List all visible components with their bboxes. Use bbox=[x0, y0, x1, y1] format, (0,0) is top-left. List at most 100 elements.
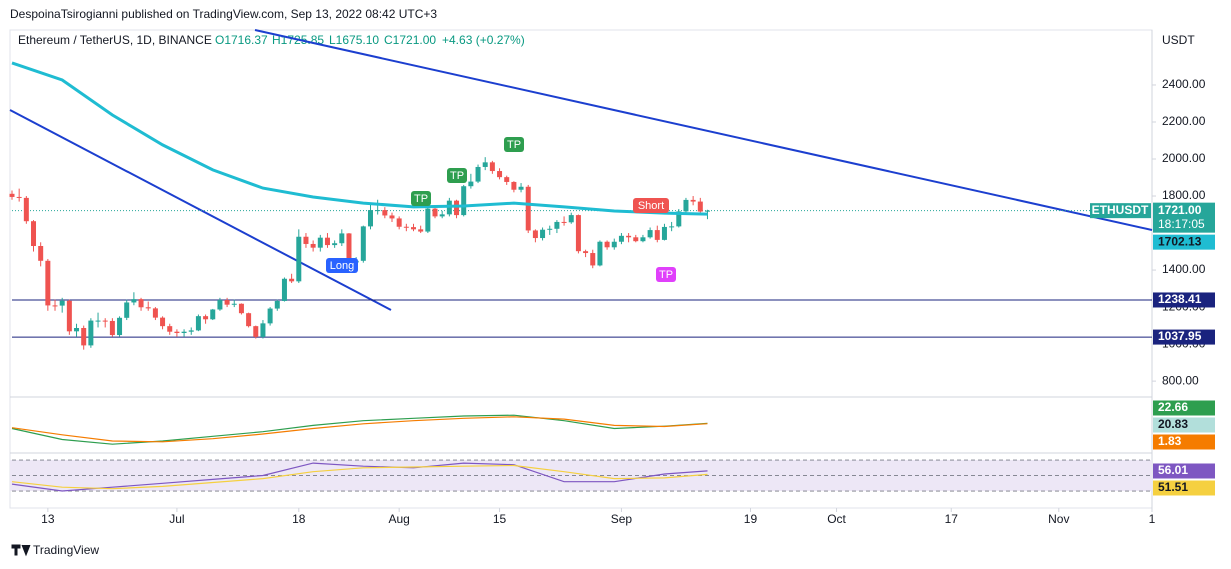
rsi-tag-box bbox=[1153, 463, 1215, 479]
level-tag: 1037.95 bbox=[1158, 329, 1202, 343]
countdown: 18:17:05 bbox=[1158, 217, 1205, 231]
candle-body bbox=[138, 299, 144, 308]
signal-tag-box bbox=[1153, 417, 1215, 433]
x-tick-label: 1 bbox=[1149, 512, 1156, 526]
y-tick-label: 1400.00 bbox=[1162, 262, 1206, 276]
candle-body bbox=[497, 171, 503, 178]
annotation-box bbox=[447, 168, 467, 183]
candle-body bbox=[511, 181, 517, 190]
annotation-box bbox=[411, 191, 431, 206]
candle-body bbox=[274, 300, 280, 309]
candle-body bbox=[332, 243, 338, 246]
candle-body bbox=[203, 316, 209, 320]
candle-body bbox=[375, 210, 381, 212]
trend-line bbox=[254, 29, 1153, 231]
candle-body bbox=[52, 305, 58, 307]
candle-body bbox=[16, 196, 22, 198]
candle-body bbox=[439, 214, 445, 217]
y-tick-label: 800.00 bbox=[1162, 373, 1199, 387]
annotation: Short bbox=[638, 200, 664, 212]
y-tick-label: 2400.00 bbox=[1162, 77, 1206, 91]
candle-body bbox=[310, 243, 316, 248]
candle-body bbox=[611, 241, 617, 248]
candle-body bbox=[540, 229, 546, 239]
candle-body bbox=[95, 320, 101, 322]
candle-body bbox=[676, 211, 682, 227]
candle-body bbox=[532, 230, 538, 239]
candle-body bbox=[9, 193, 15, 197]
candle-body bbox=[174, 331, 180, 333]
candle-body bbox=[661, 226, 667, 240]
candle-body bbox=[504, 177, 510, 182]
candle-body bbox=[281, 278, 287, 301]
candle-body bbox=[454, 200, 460, 216]
x-tick-label: Nov bbox=[1048, 512, 1069, 526]
candle-body bbox=[181, 331, 187, 333]
annotation: TP bbox=[659, 269, 673, 281]
signal-tag: 20.83 bbox=[1158, 417, 1188, 431]
candle-body bbox=[626, 235, 632, 238]
candle-body bbox=[260, 323, 266, 337]
symbol-tag-box bbox=[1090, 203, 1151, 219]
candle-body bbox=[704, 210, 710, 212]
candle-body bbox=[88, 320, 94, 346]
candle-body bbox=[561, 221, 567, 223]
candle-body bbox=[296, 236, 302, 282]
candle-body bbox=[367, 210, 373, 227]
rsi-tag: 56.01 bbox=[1158, 463, 1188, 477]
candle-body bbox=[81, 327, 87, 346]
annotation-box bbox=[326, 258, 358, 273]
rsi-ma-tag: 51.51 bbox=[1158, 480, 1188, 494]
level-tag: 1238.41 bbox=[1158, 292, 1202, 306]
candle-body bbox=[253, 326, 259, 337]
x-tick-label: Sep bbox=[611, 512, 633, 526]
candle-body bbox=[690, 199, 696, 202]
candle-body bbox=[188, 330, 194, 332]
candle-body bbox=[489, 162, 495, 172]
x-tick-label: Oct bbox=[827, 512, 846, 526]
symbol-tag: ETHUSDT bbox=[1092, 203, 1149, 217]
ma-tag: 1702.13 bbox=[1158, 234, 1202, 248]
ohlc-open: O1716.37 bbox=[215, 33, 268, 47]
x-tick-label: Aug bbox=[388, 512, 409, 526]
candle-body bbox=[547, 228, 553, 230]
y-tick-label: 1800.00 bbox=[1162, 188, 1206, 202]
y-tick-label: 2000.00 bbox=[1162, 151, 1206, 165]
last-price-box bbox=[1153, 202, 1215, 233]
candle-body bbox=[425, 208, 431, 232]
candle-body bbox=[160, 317, 166, 327]
candle-body bbox=[74, 327, 80, 332]
candle-body bbox=[303, 236, 309, 244]
x-tick-label: 17 bbox=[945, 512, 959, 526]
candle-body bbox=[346, 233, 352, 263]
annotation-box bbox=[504, 137, 524, 152]
candle-body bbox=[683, 199, 689, 212]
candle-body bbox=[45, 260, 51, 306]
candle-body bbox=[195, 316, 201, 331]
candle-body bbox=[590, 253, 596, 266]
candle-body bbox=[145, 307, 151, 309]
publisher: DespoinaTsirogianni published on Trading… bbox=[10, 7, 437, 21]
candle-body bbox=[640, 237, 646, 242]
ohlc-change: +4.63 (+0.27%) bbox=[442, 33, 525, 47]
candle-body bbox=[59, 300, 65, 306]
candle-body bbox=[618, 235, 624, 242]
candle-body bbox=[66, 300, 72, 332]
candle-body bbox=[475, 166, 481, 182]
candle-body bbox=[554, 221, 560, 229]
histogram-tag-box bbox=[1153, 434, 1215, 450]
annotation: TP bbox=[414, 193, 428, 205]
level-tag-box bbox=[1153, 329, 1215, 345]
candle-body bbox=[461, 186, 467, 216]
candle-body bbox=[324, 237, 330, 246]
currency: USDT bbox=[1162, 33, 1195, 47]
candle-body bbox=[131, 299, 137, 303]
footer: TradingView bbox=[33, 543, 99, 557]
candle-body bbox=[339, 233, 345, 244]
y-tick-label: 2200.00 bbox=[1162, 114, 1206, 128]
candle-body bbox=[238, 303, 244, 314]
logo bbox=[11, 544, 31, 557]
candle-body bbox=[102, 320, 108, 322]
candle-body bbox=[396, 218, 402, 227]
